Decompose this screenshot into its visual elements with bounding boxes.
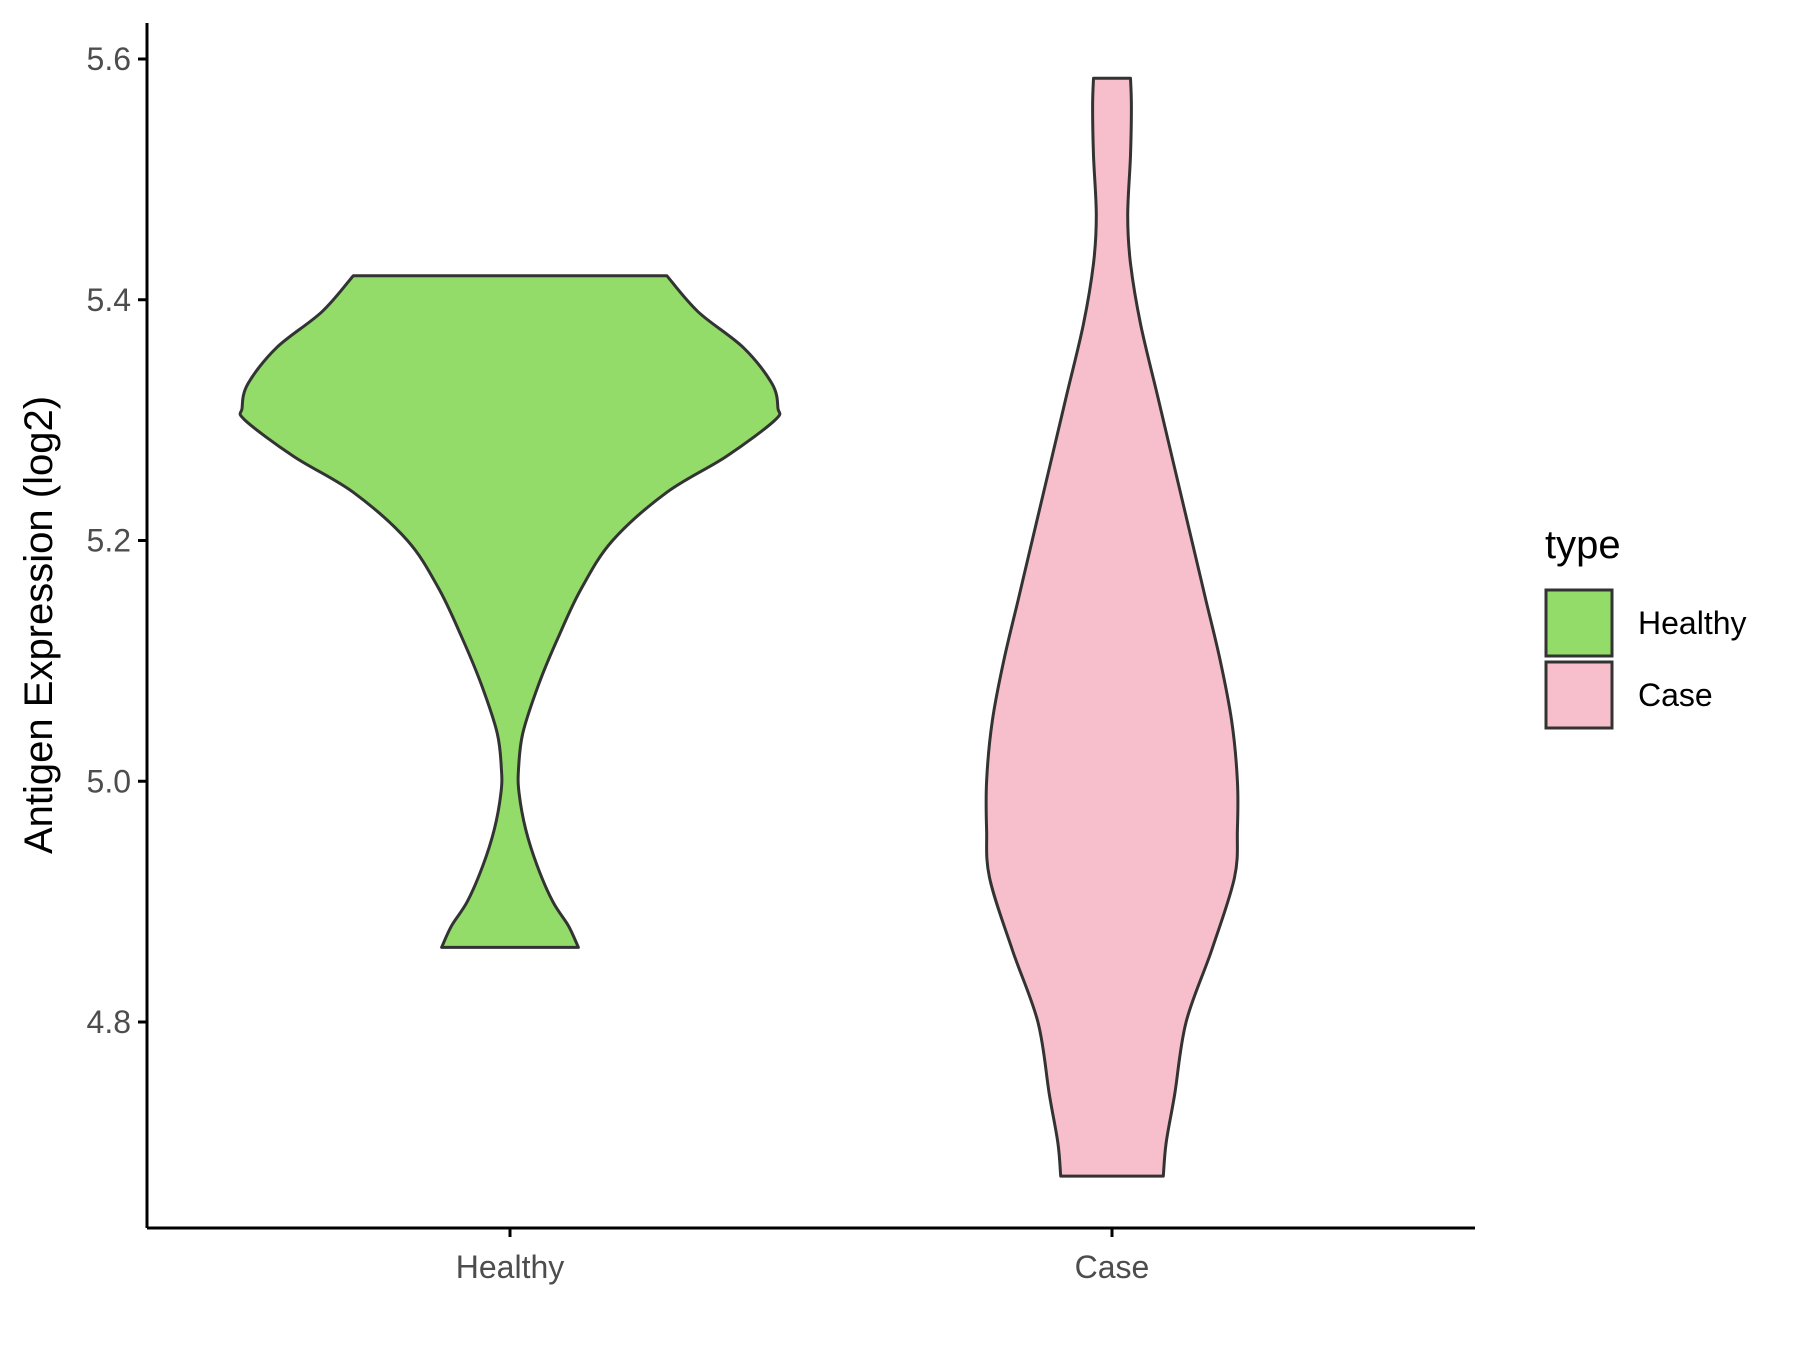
y-tick-label: 5.4 <box>87 282 131 318</box>
legend: type Healthy Case <box>1544 523 1747 730</box>
violin-case <box>984 76 1240 1178</box>
legend-label-case: Case <box>1638 677 1713 713</box>
x-tick-label: Case <box>1075 1249 1150 1285</box>
y-tick-label: 4.8 <box>87 1004 131 1040</box>
legend-label-healthy: Healthy <box>1638 605 1747 641</box>
legend-swatch-healthy <box>1544 588 1614 658</box>
y-axis-title: Antigen Expression (log2) <box>17 396 61 854</box>
x-tick-label: Healthy <box>456 1249 565 1285</box>
y-tick-label: 5.6 <box>87 41 131 77</box>
x-axis-ticks: Healthy Case <box>456 1228 1150 1285</box>
violin-healthy <box>238 274 782 949</box>
violins-layer <box>238 76 1240 1178</box>
y-tick-label: 5.0 <box>87 763 131 799</box>
legend-title: type <box>1545 523 1621 567</box>
legend-swatch-case <box>1544 660 1614 730</box>
y-tick-label: 5.2 <box>87 523 131 559</box>
y-axis-ticks: 4.8 5.0 5.2 5.4 5.6 <box>87 41 147 1040</box>
